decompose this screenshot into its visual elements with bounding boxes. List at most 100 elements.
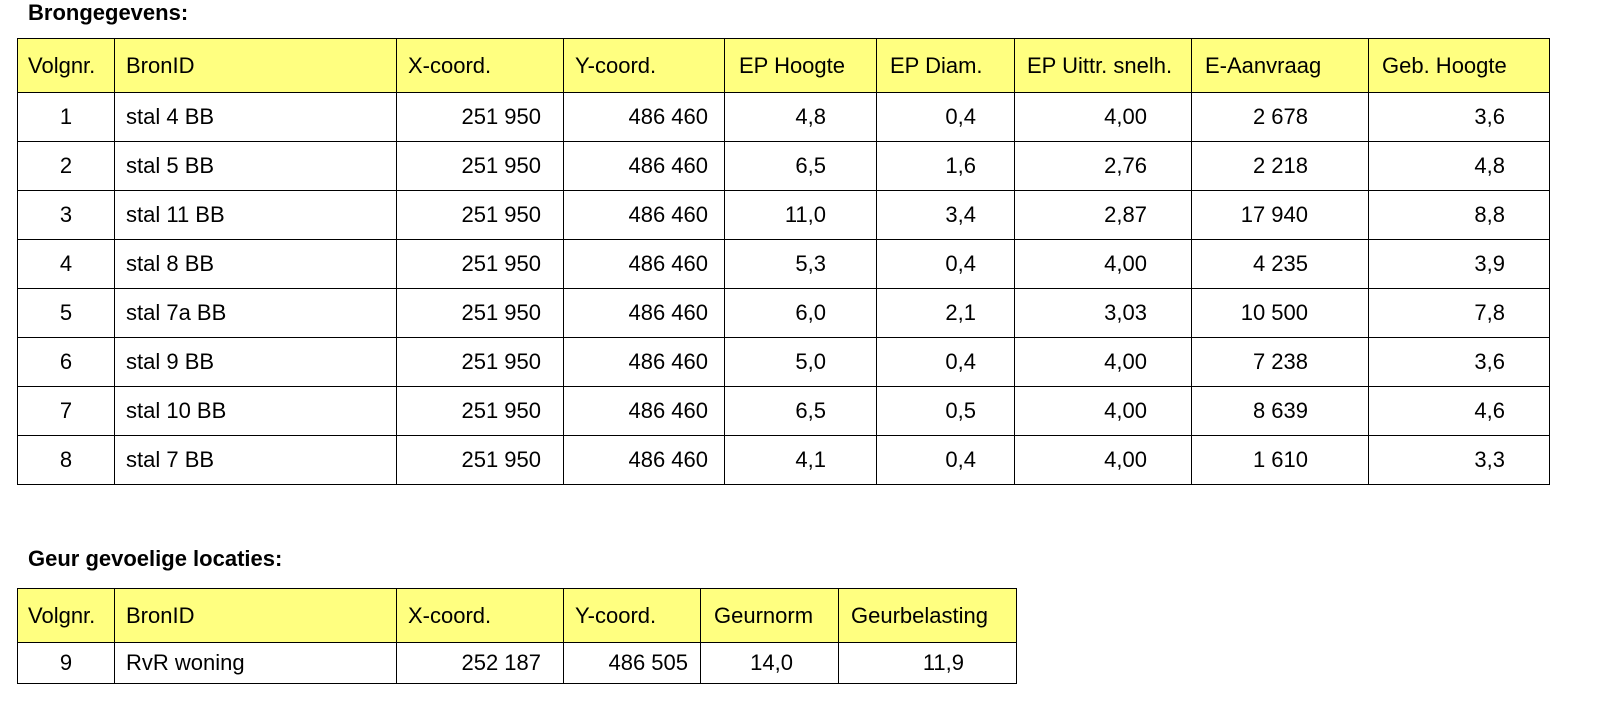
cell-x-coord: 251 950 bbox=[396, 190, 564, 240]
column-header-geurnorm: Geurnorm bbox=[700, 588, 839, 643]
cell-ep-diam: 0,4 bbox=[876, 435, 1015, 485]
table-row: 3 stal 11 BB 251 950 486 460 11,0 3,4 2,… bbox=[17, 190, 1550, 240]
column-header-ep-diam: EP Diam. bbox=[876, 38, 1015, 93]
cell-bronid: stal 8 BB bbox=[114, 239, 397, 289]
table-row: 2 stal 5 BB 251 950 486 460 6,5 1,6 2,76… bbox=[17, 141, 1550, 191]
cell-ep-diam: 0,4 bbox=[876, 337, 1015, 387]
cell-y-coord: 486 460 bbox=[563, 239, 725, 289]
cell-bronid: stal 4 BB bbox=[114, 92, 397, 142]
cell-ep-diam: 1,6 bbox=[876, 141, 1015, 191]
cell-ep-uittr-snelh: 4,00 bbox=[1014, 239, 1192, 289]
cell-x-coord: 251 950 bbox=[396, 386, 564, 436]
cell-bronid: stal 7a BB bbox=[114, 288, 397, 338]
column-header-x-coord: X-coord. bbox=[396, 588, 564, 643]
cell-e-aanvraag: 4 235 bbox=[1191, 239, 1369, 289]
cell-geb-hoogte: 8,8 bbox=[1368, 190, 1550, 240]
column-header-y-coord: Y-coord. bbox=[563, 588, 701, 643]
cell-geb-hoogte: 4,8 bbox=[1368, 141, 1550, 191]
cell-ep-hoogte: 5,3 bbox=[724, 239, 877, 289]
cell-ep-diam: 0,5 bbox=[876, 386, 1015, 436]
cell-ep-hoogte: 4,1 bbox=[724, 435, 877, 485]
cell-ep-uittr-snelh: 4,00 bbox=[1014, 386, 1192, 436]
cell-ep-hoogte: 6,5 bbox=[724, 141, 877, 191]
cell-y-coord: 486 460 bbox=[563, 92, 725, 142]
cell-ep-hoogte: 5,0 bbox=[724, 337, 877, 387]
column-header-y-coord: Y-coord. bbox=[563, 38, 725, 93]
cell-y-coord: 486 460 bbox=[563, 386, 725, 436]
cell-x-coord: 251 950 bbox=[396, 288, 564, 338]
cell-ep-hoogte: 6,0 bbox=[724, 288, 877, 338]
column-header-x-coord: X-coord. bbox=[396, 38, 564, 93]
cell-ep-diam: 2,1 bbox=[876, 288, 1015, 338]
cell-geurbelasting: 11,9 bbox=[838, 642, 1017, 684]
table-row: 5 stal 7a BB 251 950 486 460 6,0 2,1 3,0… bbox=[17, 288, 1550, 338]
cell-geb-hoogte: 3,9 bbox=[1368, 239, 1550, 289]
cell-ep-hoogte: 6,5 bbox=[724, 386, 877, 436]
cell-ep-uittr-snelh: 2,87 bbox=[1014, 190, 1192, 240]
cell-x-coord: 251 950 bbox=[396, 92, 564, 142]
table-row: 1 stal 4 BB 251 950 486 460 4,8 0,4 4,00… bbox=[17, 92, 1550, 142]
cell-bronid: stal 10 BB bbox=[114, 386, 397, 436]
cell-e-aanvraag: 1 610 bbox=[1191, 435, 1369, 485]
column-header-volgnr: Volgnr. bbox=[17, 588, 115, 643]
brongegevens-table: Volgnr. BronID X-coord. Y-coord. EP Hoog… bbox=[17, 38, 1550, 485]
cell-y-coord: 486 460 bbox=[563, 190, 725, 240]
cell-geb-hoogte: 3,6 bbox=[1368, 92, 1550, 142]
cell-y-coord: 486 460 bbox=[563, 435, 725, 485]
cell-y-coord: 486 460 bbox=[563, 141, 725, 191]
cell-y-coord: 486 505 bbox=[563, 642, 701, 684]
cell-volgnr: 4 bbox=[17, 239, 115, 289]
cell-ep-uittr-snelh: 2,76 bbox=[1014, 141, 1192, 191]
section-title-brongegevens: Brongegevens: bbox=[28, 0, 189, 25]
cell-bronid: stal 11 BB bbox=[114, 190, 397, 240]
cell-geb-hoogte: 4,6 bbox=[1368, 386, 1550, 436]
cell-e-aanvraag: 7 238 bbox=[1191, 337, 1369, 387]
cell-x-coord: 251 950 bbox=[396, 239, 564, 289]
cell-ep-hoogte: 4,8 bbox=[724, 92, 877, 142]
cell-geb-hoogte: 7,8 bbox=[1368, 288, 1550, 338]
cell-x-coord: 251 950 bbox=[396, 435, 564, 485]
cell-volgnr: 8 bbox=[17, 435, 115, 485]
section-title-geur-gevoelige-locaties: Geur gevoelige locaties: bbox=[28, 546, 283, 571]
cell-e-aanvraag: 2 218 bbox=[1191, 141, 1369, 191]
column-header-e-aanvraag: E-Aanvraag bbox=[1191, 38, 1369, 93]
cell-ep-diam: 3,4 bbox=[876, 190, 1015, 240]
table-header-row: Volgnr. BronID X-coord. Y-coord. EP Hoog… bbox=[17, 38, 1550, 93]
cell-x-coord: 251 950 bbox=[396, 141, 564, 191]
cell-ep-uittr-snelh: 4,00 bbox=[1014, 337, 1192, 387]
cell-ep-hoogte: 11,0 bbox=[724, 190, 877, 240]
column-header-bronid: BronID bbox=[114, 588, 397, 643]
cell-geb-hoogte: 3,3 bbox=[1368, 435, 1550, 485]
cell-volgnr: 6 bbox=[17, 337, 115, 387]
cell-geurnorm: 14,0 bbox=[700, 642, 839, 684]
column-header-ep-uittr-snelh: EP Uittr. snelh. bbox=[1014, 38, 1192, 93]
table-header-row: Volgnr. BronID X-coord. Y-coord. Geurnor… bbox=[17, 588, 1017, 643]
cell-e-aanvraag: 17 940 bbox=[1191, 190, 1369, 240]
table-row: 6 stal 9 BB 251 950 486 460 5,0 0,4 4,00… bbox=[17, 337, 1550, 387]
cell-e-aanvraag: 2 678 bbox=[1191, 92, 1369, 142]
cell-volgnr: 5 bbox=[17, 288, 115, 338]
cell-y-coord: 486 460 bbox=[563, 337, 725, 387]
cell-volgnr: 1 bbox=[17, 92, 115, 142]
cell-volgnr: 2 bbox=[17, 141, 115, 191]
cell-ep-uittr-snelh: 4,00 bbox=[1014, 435, 1192, 485]
table-row: 9 RvR woning 252 187 486 505 14,0 11,9 bbox=[17, 642, 1017, 684]
cell-volgnr: 7 bbox=[17, 386, 115, 436]
table-row: 7 stal 10 BB 251 950 486 460 6,5 0,5 4,0… bbox=[17, 386, 1550, 436]
cell-e-aanvraag: 10 500 bbox=[1191, 288, 1369, 338]
cell-bronid: stal 5 BB bbox=[114, 141, 397, 191]
cell-volgnr: 9 bbox=[17, 642, 115, 684]
table-row: 8 stal 7 BB 251 950 486 460 4,1 0,4 4,00… bbox=[17, 435, 1550, 485]
cell-x-coord: 252 187 bbox=[396, 642, 564, 684]
cell-ep-uittr-snelh: 3,03 bbox=[1014, 288, 1192, 338]
cell-e-aanvraag: 8 639 bbox=[1191, 386, 1369, 436]
cell-ep-diam: 0,4 bbox=[876, 92, 1015, 142]
column-header-bronid: BronID bbox=[114, 38, 397, 93]
cell-ep-diam: 0,4 bbox=[876, 239, 1015, 289]
cell-x-coord: 251 950 bbox=[396, 337, 564, 387]
column-header-geurbelasting: Geurbelasting bbox=[838, 588, 1017, 643]
column-header-ep-hoogte: EP Hoogte bbox=[724, 38, 877, 93]
cell-ep-uittr-snelh: 4,00 bbox=[1014, 92, 1192, 142]
table-row: 4 stal 8 BB 251 950 486 460 5,3 0,4 4,00… bbox=[17, 239, 1550, 289]
geur-gevoelige-locaties-table: Volgnr. BronID X-coord. Y-coord. Geurnor… bbox=[17, 588, 1017, 684]
